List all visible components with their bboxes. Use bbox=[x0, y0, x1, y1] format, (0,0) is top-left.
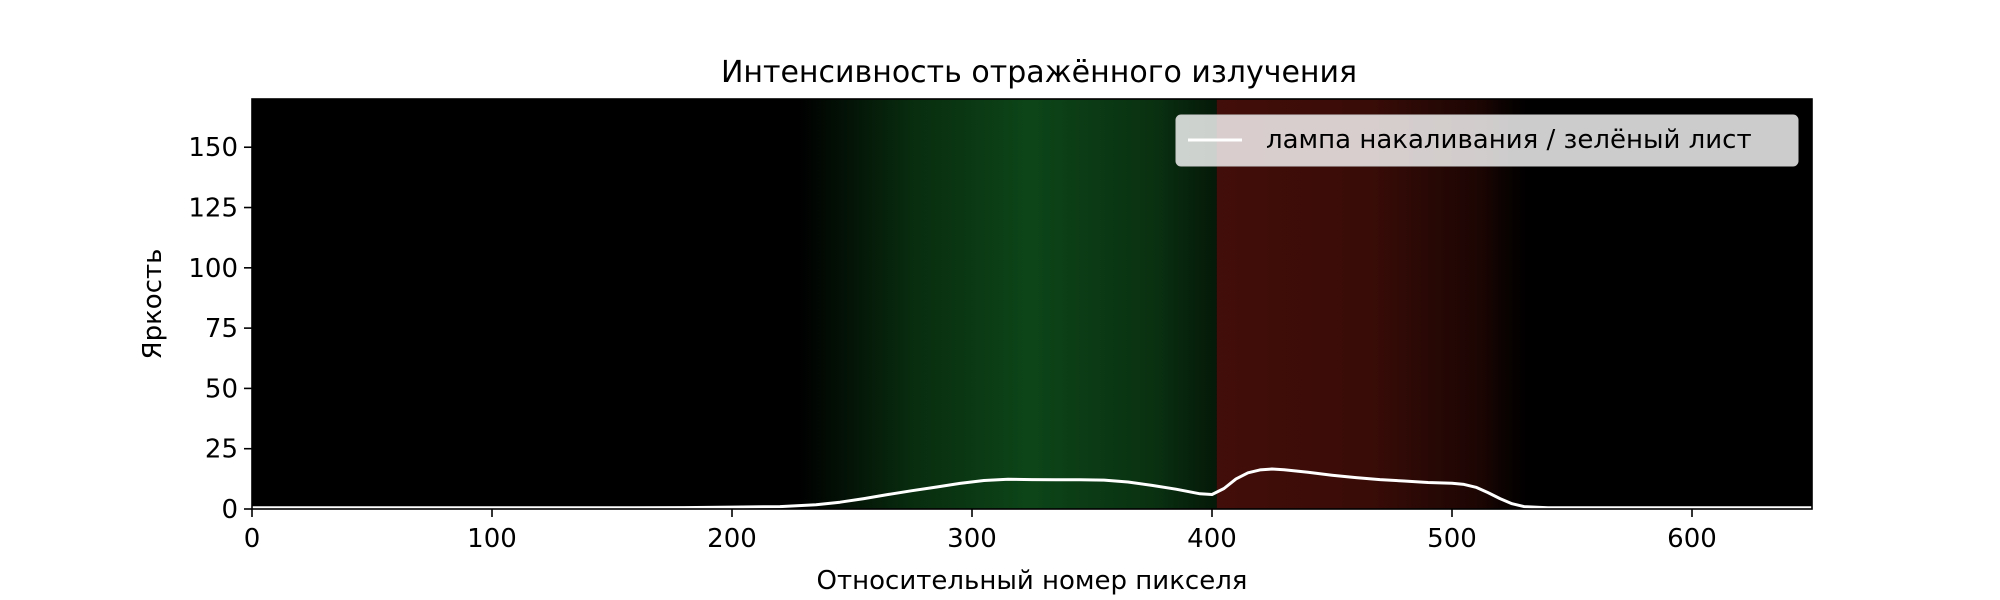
x-tick-label: 200 bbox=[707, 524, 757, 554]
y-axis-ticks: 0 25 50 75 100 125 150 bbox=[188, 133, 252, 525]
y-tick-label: 25 bbox=[205, 435, 238, 465]
series-layer bbox=[252, 467, 1812, 510]
plot-area bbox=[251, 98, 1813, 510]
x-tick-label: 100 bbox=[467, 524, 517, 554]
x-axis-label: Относительный номер пикселя bbox=[817, 566, 1248, 596]
x-tick-label: 0 bbox=[244, 524, 261, 554]
red-spectrum-band bbox=[1216, 99, 1529, 509]
y-axis-label: Яркость bbox=[138, 249, 168, 360]
plot-frame bbox=[251, 98, 1813, 510]
y-tick-label: 125 bbox=[188, 194, 238, 224]
series-line-0 bbox=[252, 467, 1812, 510]
y-tick-label: 75 bbox=[205, 314, 238, 344]
green-spectrum-band bbox=[799, 99, 1217, 509]
y-tick-label: 50 bbox=[205, 374, 238, 404]
legend-box bbox=[1175, 114, 1799, 167]
chart-title: Интенсивность отражённого излучения bbox=[721, 55, 1357, 90]
legend-label: лампа накаливания / зелёный лист bbox=[1266, 125, 1752, 155]
x-axis-ticks: 0 100 200 300 400 500 600 bbox=[244, 509, 1717, 554]
x-tick-label: 400 bbox=[1187, 524, 1237, 554]
y-tick-label: 100 bbox=[188, 254, 238, 284]
y-tick-label: 150 bbox=[188, 133, 238, 163]
x-tick-label: 300 bbox=[947, 524, 997, 554]
x-tick-label: 600 bbox=[1667, 524, 1717, 554]
x-tick-label: 500 bbox=[1427, 524, 1477, 554]
y-tick-label: 0 bbox=[221, 495, 238, 525]
legend: лампа накаливания / зелёный лист bbox=[1175, 114, 1799, 167]
